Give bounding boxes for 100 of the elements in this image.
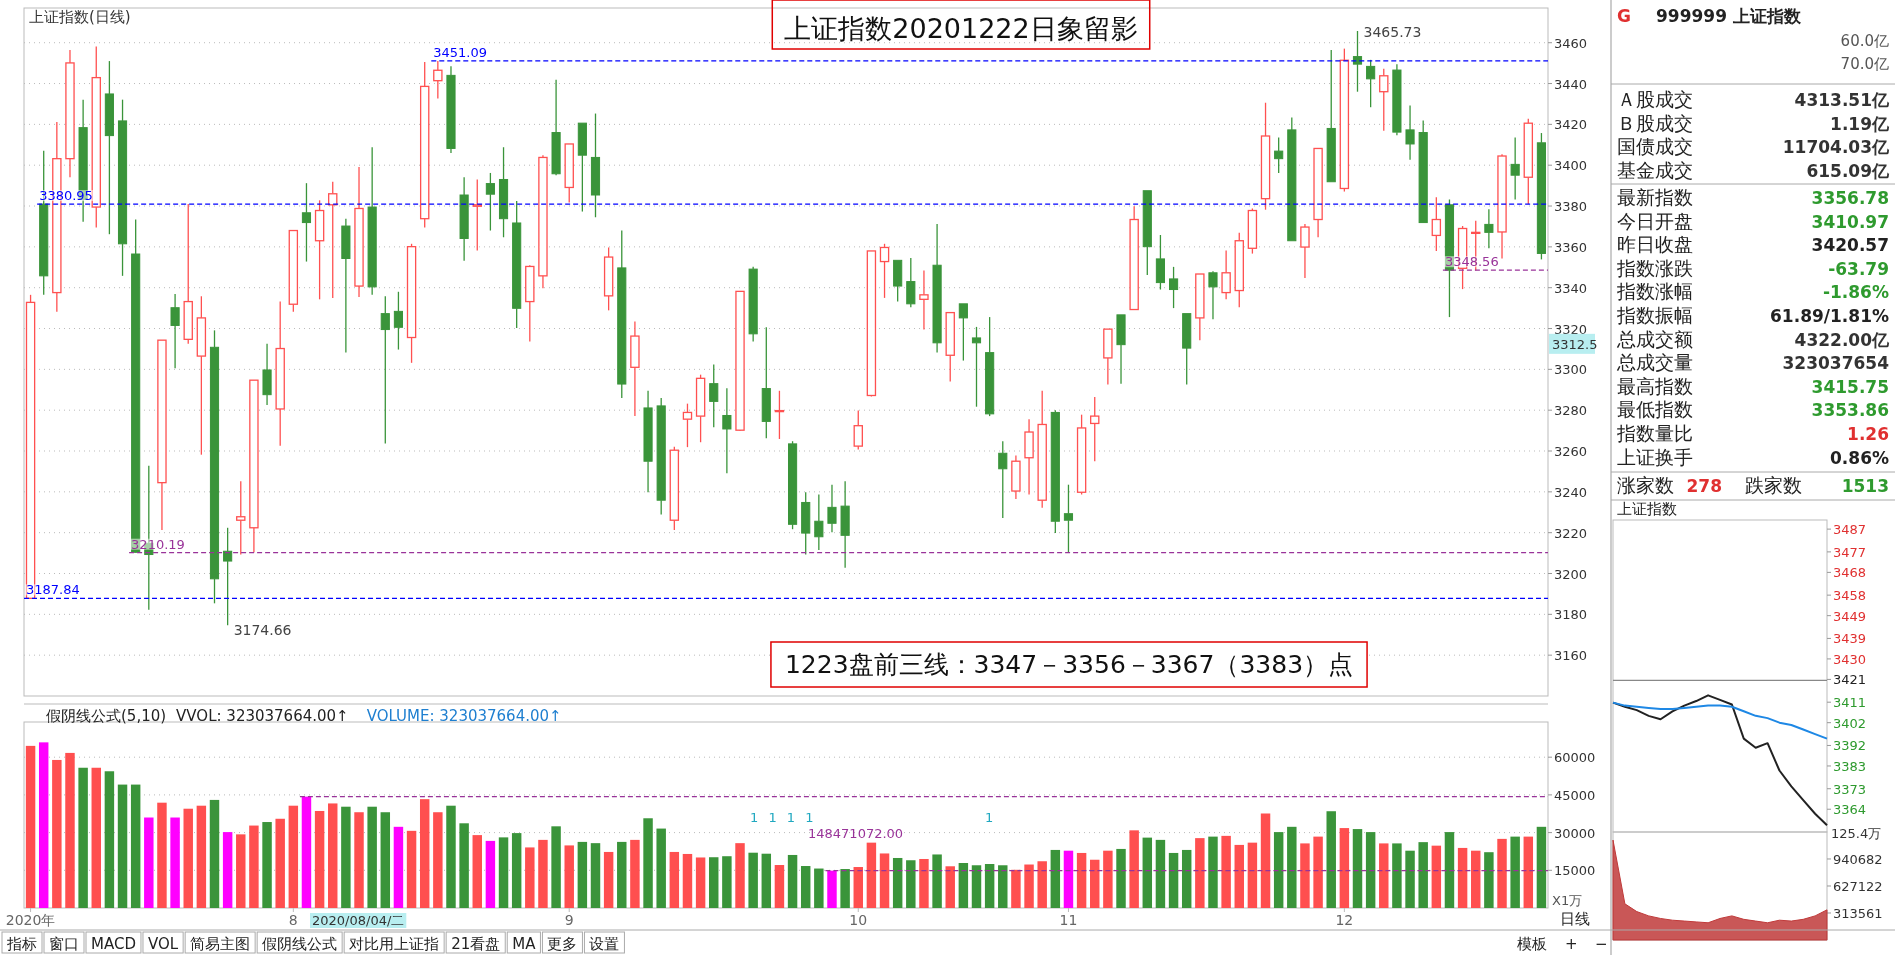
- annotation: 1: [985, 810, 994, 825]
- y-tick-label: 3320: [1554, 321, 1588, 337]
- bar: [1484, 852, 1494, 908]
- y-tick-label: 15000: [1554, 863, 1596, 879]
- y-tick-label: 60000: [1554, 750, 1596, 766]
- bar: [1011, 869, 1021, 908]
- y-tick-label: 3160: [1554, 648, 1588, 664]
- bar: [91, 767, 101, 908]
- bar: [314, 810, 325, 908]
- category-label: VOL: [147, 935, 179, 953]
- chart-subtitle: 上证指数(日线): [29, 8, 131, 26]
- bar: [236, 834, 246, 908]
- bar: [1050, 849, 1061, 908]
- bar: [932, 854, 942, 908]
- category-label: 上证换手: [1617, 445, 1693, 468]
- bar: [1497, 838, 1507, 908]
- bar: [301, 796, 312, 908]
- bar: [1457, 847, 1468, 908]
- ref-line-label: 3210.19: [131, 536, 185, 552]
- chart-title: 上证指数: [1617, 500, 1677, 518]
- bar: [222, 832, 233, 908]
- category-label: 指数涨跌: [1616, 256, 1693, 279]
- bar: [827, 870, 837, 908]
- text: 323037654: [1782, 353, 1889, 374]
- bar: [104, 771, 115, 908]
- y-tick-label: 3460: [1554, 35, 1588, 51]
- category-label: 基金成交: [1617, 158, 1693, 181]
- bar: [157, 802, 167, 908]
- bar: [170, 817, 180, 908]
- category-label: 最高指数: [1617, 374, 1693, 397]
- bar: [984, 864, 995, 908]
- x-tick-label: 9: [564, 912, 574, 928]
- bar: [249, 825, 259, 908]
- bar: [25, 745, 36, 908]
- ref-line-label: 3380.95: [39, 188, 93, 204]
- text: 3410.97: [1811, 211, 1889, 232]
- bar: [748, 852, 758, 908]
- y-tick-label: 3280: [1554, 403, 1588, 419]
- bar: [551, 826, 561, 908]
- text: 1.26: [1847, 424, 1889, 444]
- text: 1513: [1841, 476, 1889, 496]
- bar: [209, 799, 220, 908]
- bar: [1037, 861, 1047, 908]
- y-tick-label: 3300: [1554, 362, 1588, 378]
- bar: [485, 840, 496, 908]
- bar: [761, 853, 772, 908]
- category-label: 模板: [1517, 935, 1547, 953]
- y-tick-label: 627122: [1833, 878, 1883, 894]
- text: 3420.57: [1811, 235, 1889, 256]
- annotation: 3465.73: [1363, 24, 1422, 41]
- category-label: 更多: [547, 935, 578, 953]
- ref-line-label: 3187.84: [26, 582, 80, 598]
- bar: [1300, 843, 1310, 908]
- y-tick-label: 3468: [1833, 565, 1867, 581]
- bar: [1365, 832, 1376, 908]
- bar: [1181, 849, 1192, 908]
- text: 61.89/1.81%: [1770, 306, 1889, 326]
- annotation: VOLUME: 323037664.00↑: [366, 707, 562, 725]
- category-label: 指数涨幅: [1616, 280, 1693, 303]
- bar: [433, 812, 443, 908]
- bar: [1260, 813, 1271, 908]
- y-tick-label: 3180: [1554, 607, 1588, 623]
- category-label: MACD: [91, 935, 136, 953]
- y-tick-label: 940682: [1833, 851, 1883, 867]
- bar: [1129, 830, 1139, 908]
- category-label: Ｂ股成交: [1617, 111, 1693, 134]
- text: G: [1617, 6, 1631, 26]
- bar: [196, 805, 207, 908]
- category-label: 窗口: [49, 935, 79, 953]
- bar: [1313, 836, 1323, 908]
- chart-title: 假阴线公式(5,10): [46, 707, 167, 725]
- y-tick-label: 3340: [1554, 280, 1588, 296]
- bar: [511, 833, 522, 908]
- bar: [840, 869, 850, 908]
- text: 3356.78: [1811, 188, 1889, 208]
- y-tick-label: 3430: [1833, 651, 1867, 667]
- bar: [853, 867, 863, 908]
- bar: [52, 759, 62, 908]
- y-tick-label: 3402: [1833, 715, 1867, 731]
- text: 615.09亿: [1806, 160, 1889, 181]
- bar: [1155, 839, 1166, 908]
- bar: [590, 843, 601, 908]
- category-label: 昨日收盘: [1617, 233, 1693, 256]
- annotation: VVOL: 323037664.00↑: [176, 707, 349, 725]
- bar: [288, 805, 299, 908]
- category-label: 对比用上证指: [349, 935, 440, 953]
- annotation: 148471072.00: [808, 826, 904, 841]
- category-label: 21看盘: [451, 935, 501, 953]
- bar: [1024, 864, 1034, 908]
- bar: [446, 805, 456, 908]
- bar: [1471, 850, 1481, 908]
- ref-line-label: 3451.09: [433, 44, 488, 60]
- bar: [892, 857, 903, 908]
- bar: [643, 818, 653, 908]
- bar: [262, 822, 272, 908]
- bar: [787, 854, 798, 908]
- bar: [419, 799, 430, 908]
- category-label: 日线: [1560, 910, 1590, 928]
- ref-line-label: 3348.56: [1444, 254, 1499, 270]
- category-label: 假阴线公式: [262, 935, 338, 953]
